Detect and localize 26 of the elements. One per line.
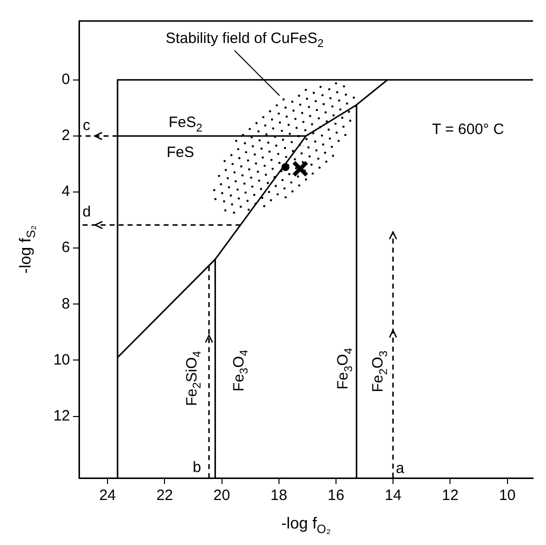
y-tick-label: 4 (62, 183, 70, 200)
x-tick-label: 16 (328, 487, 344, 504)
annotation: Fe3O4 (230, 350, 251, 392)
annotation: FeS (166, 144, 194, 161)
annotation: d (82, 204, 91, 221)
annotation: T = 600° C (432, 121, 504, 138)
annotation: c (82, 117, 91, 134)
x-tick-label: 18 (270, 487, 288, 504)
x-tick-label: 10 (498, 487, 516, 504)
annotation: Fe3O4 (334, 348, 355, 390)
y-tick-label: 8 (62, 295, 70, 312)
annotation: Fe2SiO4 (184, 350, 204, 406)
annotation: b (192, 459, 202, 476)
x-tick-label: 22 (156, 487, 174, 504)
y-tick-label: 12 (53, 407, 70, 424)
x-tick-label: 24 (99, 487, 116, 504)
y-tick-label: 6 (62, 239, 70, 256)
x-tick-label: 12 (442, 487, 459, 504)
y-axis-title: -log fS₂ (17, 225, 38, 274)
annotation: a (396, 460, 405, 478)
y-tick-label: 0 (62, 71, 70, 88)
x-tick-label: 20 (213, 487, 230, 504)
y-tick-label: 10 (53, 351, 70, 368)
y-tick-label: 2 (62, 127, 70, 144)
x-tick-label: 14 (384, 487, 402, 504)
annotation: Fe2O3 (370, 350, 390, 392)
